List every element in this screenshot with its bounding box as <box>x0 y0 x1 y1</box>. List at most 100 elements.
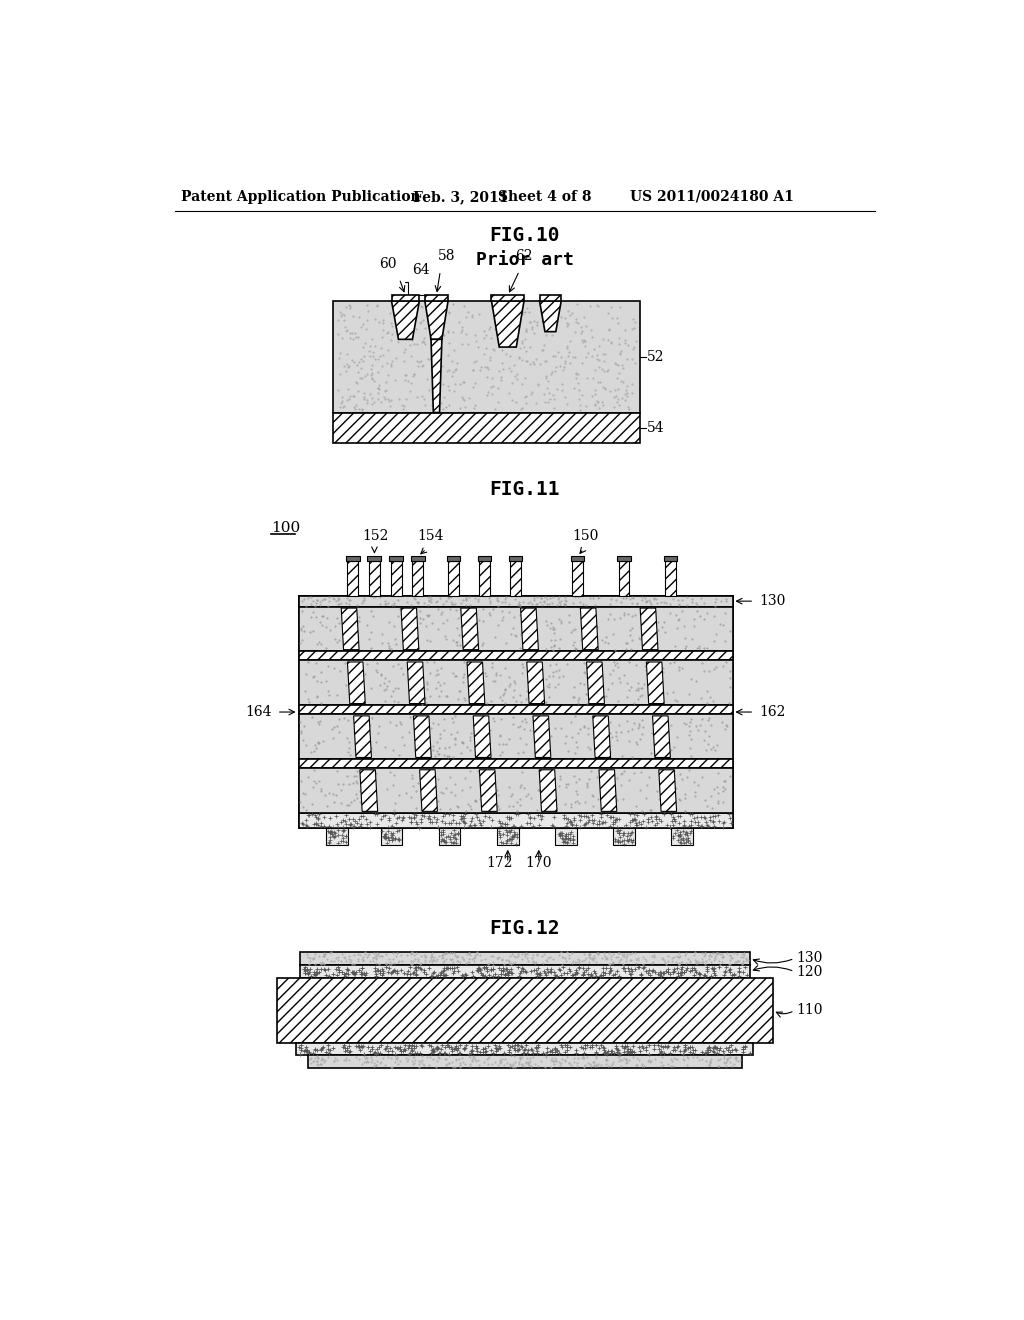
FancyBboxPatch shape <box>664 557 678 561</box>
Polygon shape <box>353 715 372 758</box>
Polygon shape <box>640 609 658 649</box>
Text: FIG.11: FIG.11 <box>489 480 560 499</box>
FancyBboxPatch shape <box>438 829 461 845</box>
FancyBboxPatch shape <box>389 557 403 561</box>
FancyBboxPatch shape <box>509 557 522 561</box>
Polygon shape <box>599 770 616 812</box>
FancyBboxPatch shape <box>276 978 773 1043</box>
Text: Prior art: Prior art <box>476 251 573 269</box>
Text: 52: 52 <box>647 350 665 364</box>
Polygon shape <box>534 715 551 758</box>
FancyBboxPatch shape <box>391 296 420 301</box>
FancyBboxPatch shape <box>540 296 561 301</box>
Text: Sheet 4 of 8: Sheet 4 of 8 <box>499 190 592 203</box>
Text: Feb. 3, 2011: Feb. 3, 2011 <box>414 190 509 203</box>
Text: 60: 60 <box>379 257 396 271</box>
FancyBboxPatch shape <box>425 296 449 301</box>
FancyBboxPatch shape <box>308 1056 741 1068</box>
Polygon shape <box>587 663 604 704</box>
FancyBboxPatch shape <box>299 595 732 607</box>
FancyBboxPatch shape <box>299 714 732 759</box>
FancyBboxPatch shape <box>672 829 693 845</box>
Text: 150: 150 <box>572 528 598 543</box>
FancyBboxPatch shape <box>300 952 750 965</box>
Polygon shape <box>646 663 665 704</box>
FancyBboxPatch shape <box>299 768 732 813</box>
Text: 58: 58 <box>438 249 456 263</box>
Polygon shape <box>658 770 677 812</box>
FancyBboxPatch shape <box>391 561 401 595</box>
Text: 62: 62 <box>515 249 534 263</box>
FancyBboxPatch shape <box>347 561 358 595</box>
Text: 54: 54 <box>647 421 665 434</box>
Polygon shape <box>492 301 524 347</box>
FancyBboxPatch shape <box>296 1043 754 1056</box>
FancyBboxPatch shape <box>618 561 630 595</box>
FancyBboxPatch shape <box>411 557 425 561</box>
FancyBboxPatch shape <box>446 557 461 561</box>
Text: FIG.12: FIG.12 <box>489 919 560 939</box>
Text: 100: 100 <box>271 521 301 535</box>
FancyBboxPatch shape <box>346 557 359 561</box>
FancyBboxPatch shape <box>617 557 631 561</box>
Text: 130: 130 <box>760 594 786 609</box>
Polygon shape <box>420 770 437 812</box>
Text: 130: 130 <box>796 952 822 965</box>
Text: 162: 162 <box>760 705 786 719</box>
FancyBboxPatch shape <box>299 651 732 660</box>
FancyBboxPatch shape <box>368 557 381 561</box>
Polygon shape <box>540 301 561 331</box>
FancyBboxPatch shape <box>555 829 577 845</box>
FancyBboxPatch shape <box>334 412 640 444</box>
Polygon shape <box>479 770 498 812</box>
FancyBboxPatch shape <box>299 595 732 607</box>
Text: 170: 170 <box>525 855 552 870</box>
Polygon shape <box>431 339 442 412</box>
Text: 110: 110 <box>796 1003 822 1018</box>
Polygon shape <box>581 609 598 649</box>
Polygon shape <box>347 663 366 704</box>
Polygon shape <box>341 609 359 649</box>
Text: 120: 120 <box>796 965 822 978</box>
Text: Patent Application Publication: Patent Application Publication <box>180 190 420 203</box>
FancyBboxPatch shape <box>299 813 732 829</box>
FancyBboxPatch shape <box>299 595 732 829</box>
Text: US 2011/0024180 A1: US 2011/0024180 A1 <box>630 190 794 203</box>
FancyBboxPatch shape <box>299 660 732 705</box>
FancyBboxPatch shape <box>510 561 521 595</box>
Text: 152: 152 <box>362 528 389 543</box>
FancyBboxPatch shape <box>300 965 750 978</box>
Text: FIG.10: FIG.10 <box>489 226 560 246</box>
FancyBboxPatch shape <box>327 829 348 845</box>
FancyBboxPatch shape <box>299 705 732 714</box>
FancyBboxPatch shape <box>369 561 380 595</box>
FancyBboxPatch shape <box>299 607 732 651</box>
Polygon shape <box>520 609 539 649</box>
Text: 154: 154 <box>417 528 443 543</box>
FancyBboxPatch shape <box>413 561 423 595</box>
Polygon shape <box>461 609 478 649</box>
Polygon shape <box>401 609 419 649</box>
FancyBboxPatch shape <box>334 301 640 412</box>
FancyBboxPatch shape <box>572 561 583 595</box>
Polygon shape <box>359 770 378 812</box>
Polygon shape <box>425 301 449 339</box>
Polygon shape <box>593 715 610 758</box>
Polygon shape <box>391 301 420 339</box>
Polygon shape <box>467 663 484 704</box>
FancyBboxPatch shape <box>570 557 585 561</box>
FancyBboxPatch shape <box>492 296 524 301</box>
Polygon shape <box>652 715 671 758</box>
Polygon shape <box>473 715 492 758</box>
FancyBboxPatch shape <box>665 561 676 595</box>
FancyBboxPatch shape <box>477 557 492 561</box>
Text: 172: 172 <box>486 855 513 870</box>
FancyBboxPatch shape <box>613 829 635 845</box>
Text: 164: 164 <box>245 705 271 719</box>
FancyBboxPatch shape <box>479 561 489 595</box>
FancyBboxPatch shape <box>497 829 518 845</box>
FancyBboxPatch shape <box>449 561 459 595</box>
Text: 64: 64 <box>412 263 430 277</box>
FancyBboxPatch shape <box>381 829 402 845</box>
Polygon shape <box>526 663 545 704</box>
